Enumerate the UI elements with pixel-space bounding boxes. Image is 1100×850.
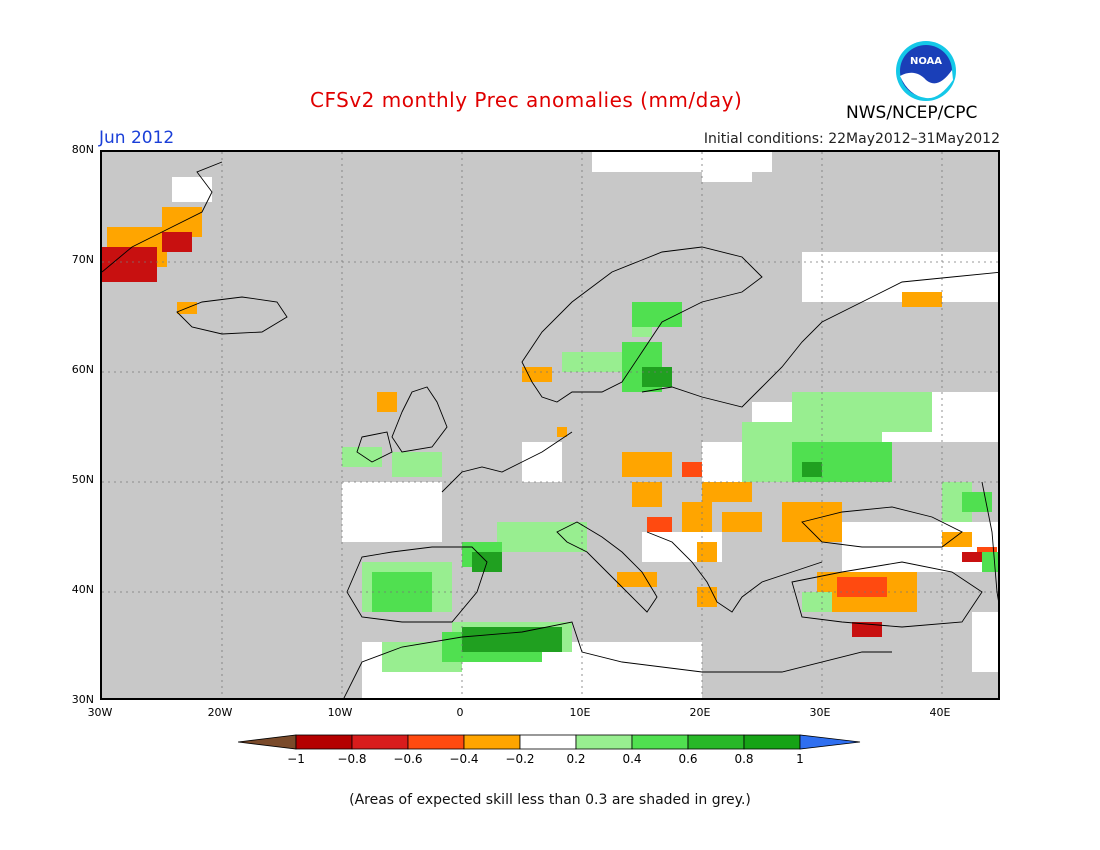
dry-weak-cell-4 <box>542 372 552 382</box>
neutral-cell-4 <box>342 482 442 542</box>
legend-label-minus0.2: −0.2 <box>505 752 535 766</box>
lat-label-70n: 70N <box>71 253 94 266</box>
wet-weak-cell-2 <box>562 352 632 372</box>
caspian-coast <box>981 481 998 601</box>
lon-label-10e: 10E <box>569 706 591 719</box>
british-isles-coast <box>356 386 448 463</box>
legend-swatch-minus0.4 <box>407 734 465 750</box>
neutral-cell-7 <box>972 612 998 672</box>
dry-weak-cell-13 <box>902 292 942 307</box>
dry-cell-3 <box>682 462 702 477</box>
legend-label-0.6: 0.6 <box>678 752 698 766</box>
dry-weak-cell-9 <box>722 512 762 532</box>
forecast-month: Jun 2012 <box>99 128 175 148</box>
iberia-coast <box>346 546 488 623</box>
lon-label-20w: 20W <box>207 706 233 719</box>
wet-cell-6 <box>962 492 992 512</box>
iceland-coast <box>176 296 288 335</box>
legend-swatch-minus0.2 <box>463 734 521 750</box>
france-coast <box>441 431 573 493</box>
logo-text: NOAA <box>910 56 942 67</box>
lat-label-80n: 80N <box>71 143 94 156</box>
neutral-cell-2 <box>172 177 212 202</box>
legend-swatch-0.6 <box>631 734 689 750</box>
legend-swatch-1 <box>743 734 801 750</box>
legend-label-minus1: −1 <box>287 752 305 766</box>
initial-conditions: Initial conditions: 22May2012–31May2012 <box>703 131 1000 147</box>
neutral-cell-1 <box>702 162 752 182</box>
noaa-logo-icon: NOAA <box>896 41 956 101</box>
lon-label-30w: 30W <box>87 706 113 719</box>
map-canvas <box>102 152 998 698</box>
chart-title: CFSv2 monthly Prec anomalies (mm/day) <box>310 88 743 112</box>
dry-strong-cell-2 <box>852 622 882 637</box>
legend-swatch-below-minus1 <box>238 734 297 750</box>
dry-weak-cell-18 <box>942 532 972 547</box>
wet-cell-7 <box>982 552 998 572</box>
lon-label-30e: 30E <box>809 706 831 719</box>
wet-strong-cell-0 <box>642 367 672 387</box>
wet-strong-cell-3 <box>802 462 822 477</box>
dry-weak-cell-5 <box>622 452 672 477</box>
legend-swatch-minus0.6 <box>351 734 409 750</box>
wet-weak-cell-0 <box>342 447 382 467</box>
dry-weak-cell-16 <box>617 572 657 587</box>
lon-label-20e: 20E <box>689 706 711 719</box>
legend-swatch-neutral <box>519 734 577 750</box>
balkans-coast <box>646 531 823 613</box>
north-africa-coast <box>343 621 892 698</box>
dry-strong-cell-1 <box>162 232 192 252</box>
wet-weak-cell-10 <box>497 522 587 552</box>
legend-label-0.4: 0.4 <box>622 752 642 766</box>
legend-swatch-minus0.8 <box>295 734 353 750</box>
dry-strong-cell-0 <box>102 247 157 282</box>
dry-weak-cell-15 <box>557 427 567 437</box>
dry-weak-cell-7 <box>682 502 712 532</box>
legend-label-minus0.4: −0.4 <box>449 752 479 766</box>
lat-label-50n: 50N <box>71 473 94 486</box>
lon-label-40e: 40E <box>929 706 951 719</box>
neutral-cell-3 <box>802 252 998 302</box>
italy-coast <box>556 521 658 613</box>
neutral-cell-9 <box>522 442 562 482</box>
lat-label-30n: 30N <box>71 693 94 706</box>
legend-label-0.8: 0.8 <box>734 752 754 766</box>
dry-cell-1 <box>837 577 887 597</box>
color-legend-bar <box>238 734 861 750</box>
greenland-coast <box>102 161 223 273</box>
lat-label-40n: 40N <box>71 583 94 596</box>
skill-footnote: (Areas of expected skill less than 0.3 a… <box>349 792 751 808</box>
dry-weak-cell-14 <box>377 392 397 412</box>
lat-label-60n: 60N <box>71 363 94 376</box>
lon-label-0: 0 <box>456 706 464 719</box>
anatolia-coast <box>791 561 983 628</box>
legend-label-1: 1 <box>796 752 804 766</box>
legend-swatch-above-1 <box>799 734 861 750</box>
legend-label-minus0.6: −0.6 <box>393 752 423 766</box>
black-sea-coast <box>801 506 963 548</box>
baltic-russia-coast <box>641 271 998 408</box>
legend-label-minus0.8: −0.8 <box>337 752 367 766</box>
lon-label-10w: 10W <box>327 706 353 719</box>
dry-strong-cell-3 <box>962 552 982 562</box>
dry-weak-cell-10 <box>782 502 842 542</box>
wet-weak-cell-1 <box>392 452 442 477</box>
precip-anomaly-map <box>100 150 1000 700</box>
wet-weak-cell-11 <box>802 592 832 612</box>
wet-cell-1 <box>632 302 682 327</box>
legend-swatch-0.8 <box>687 734 745 750</box>
legend-label-0.2: 0.2 <box>566 752 586 766</box>
dry-weak-cell-12 <box>697 542 717 562</box>
dry-weak-cell-6 <box>632 482 662 507</box>
dry-cell-0 <box>647 517 672 532</box>
agency-label: NWS/NCEP/CPC <box>846 103 978 123</box>
scandinavia-coast <box>521 246 763 403</box>
legend-swatch-0.4 <box>575 734 633 750</box>
dry-weak-cell-8 <box>702 482 752 502</box>
wet-strong-cell-1 <box>462 627 562 652</box>
wet-weak-cell-5 <box>792 392 932 432</box>
